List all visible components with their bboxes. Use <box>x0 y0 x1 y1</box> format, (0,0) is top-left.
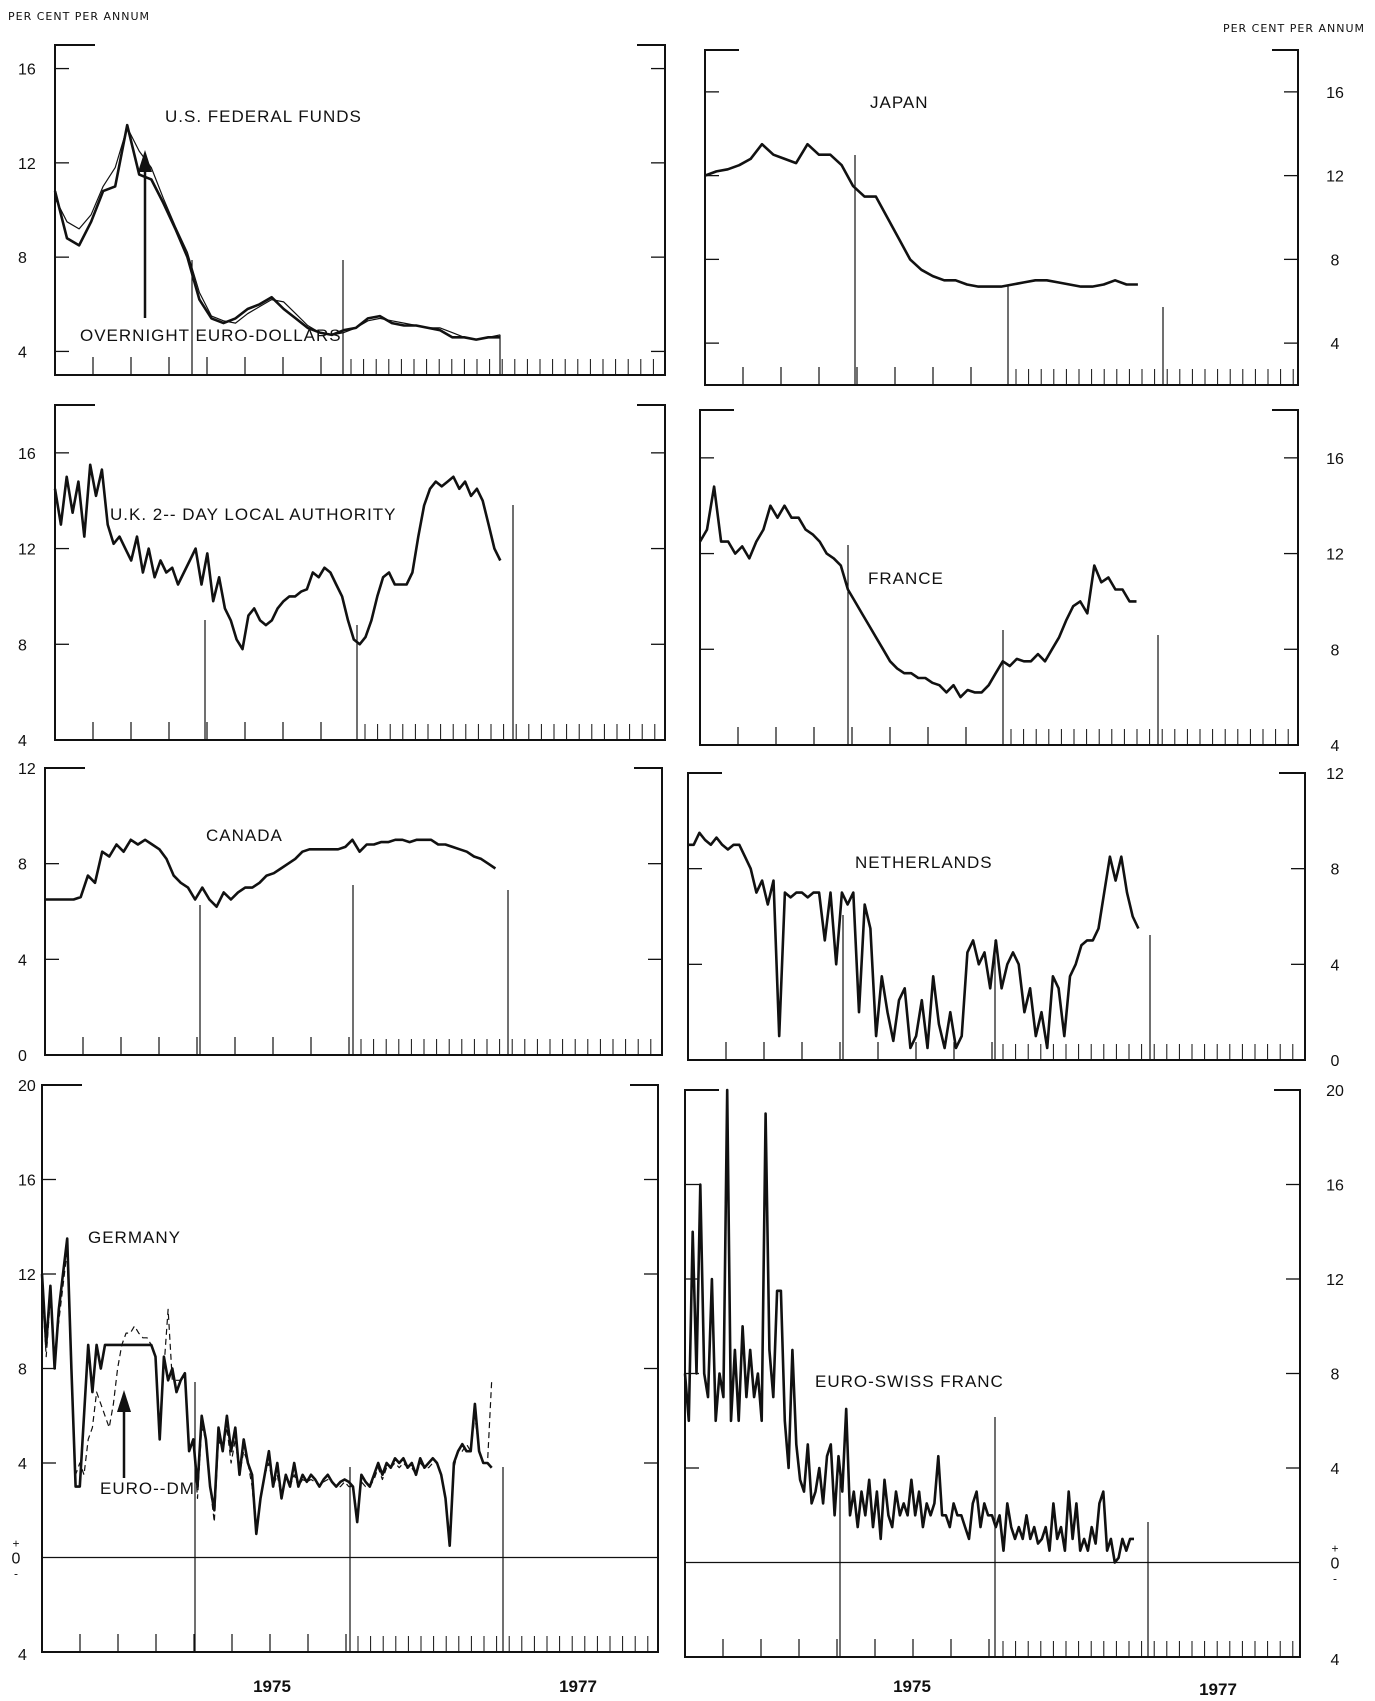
y-tick-label: 4 <box>18 733 27 750</box>
series-annotation: OVERNIGHT EURO-DOLLARS <box>80 326 342 345</box>
y-tick-label: 12 <box>18 1267 36 1284</box>
series-annotation: GERMANY <box>88 1228 181 1247</box>
y-tick-label: 8 <box>18 250 27 267</box>
y-tick-label: 16 <box>1326 451 1344 468</box>
y-tick-label: 4 <box>1331 1461 1340 1478</box>
series-annotation: U.S. FEDERAL FUNDS <box>165 107 362 126</box>
zero-plus-sign: + <box>12 1537 19 1551</box>
year-label-1977-right: 1977 <box>1199 1680 1237 1699</box>
panel-frame <box>54 44 666 376</box>
panel-euro_swiss: 4 8 12 16 20 +0- 4 EURO-SWISS FRANC <box>683 1083 1344 1669</box>
y-tick-label: 8 <box>18 637 27 654</box>
y-tick-label: 0 <box>1331 1053 1340 1070</box>
panel-uk: 4 8 12 16 U.K. 2-- DAY LOCAL AUTHORITY <box>18 404 666 750</box>
series-line-canada-0 <box>45 838 497 909</box>
y-tick-label: 16 <box>18 446 36 463</box>
panel-canada: 0 4 8 12 CANADA <box>18 761 663 1065</box>
panel-germany: 4 8 12 16 20 +0- 4 GERMANY EURO--DM <box>12 1078 659 1664</box>
y-tick-label: 12 <box>18 761 36 778</box>
frame-line <box>704 49 1299 386</box>
year-label-1977-left: 1977 <box>559 1677 597 1696</box>
series-line-uk-0 <box>53 463 502 651</box>
zero-minus-sign: - <box>14 1567 18 1581</box>
year-label-1975-left: 1975 <box>253 1677 291 1696</box>
y-tick-label: 12 <box>18 542 36 559</box>
y-tick-label: 16 <box>18 62 36 79</box>
series-line-us-1 <box>53 123 501 341</box>
y-tick-label: 16 <box>1326 85 1344 102</box>
series-annotation: FRANCE <box>868 569 944 588</box>
unit-label-right: PER CENT PER ANNUM <box>1223 22 1365 35</box>
year-label-1975-right: 1975 <box>893 1677 931 1696</box>
series-line-germany-0 <box>40 1237 493 1547</box>
series-annotation: EURO--DM <box>100 1479 195 1498</box>
arrow-head <box>138 150 152 172</box>
y-tick-label: 4 <box>18 952 27 969</box>
y-tick-label: 12 <box>1326 1272 1344 1289</box>
arrow-head <box>117 1390 131 1412</box>
series-line-netherlands-0 <box>688 831 1140 1050</box>
y-tick-label: 8 <box>1331 1367 1340 1384</box>
unit-label-left: PER CENT PER ANNUM <box>8 10 150 23</box>
y-tick-label: 12 <box>1326 547 1344 564</box>
panel-japan: 4 8 12 16 JAPAN <box>704 49 1344 386</box>
y-tick-label: 20 <box>1326 1083 1344 1100</box>
y-tick-label: 12 <box>1326 169 1344 186</box>
y-tick-label: 4 <box>1331 336 1340 353</box>
zero-minus-sign: - <box>1333 1572 1337 1586</box>
panel-frame <box>699 409 1299 746</box>
y-tick-label: 8 <box>18 857 27 874</box>
series-line-france-0 <box>698 485 1137 699</box>
y-tick-label: 12 <box>1326 766 1344 783</box>
y-tick-label: 4 <box>18 1456 27 1473</box>
series-line-germany-1 <box>41 1249 493 1540</box>
y-tick-label: 12 <box>18 156 36 173</box>
zero-label: 0 <box>1331 1556 1340 1573</box>
y-tick-label: 4 <box>1331 738 1340 755</box>
series-line-japan-0 <box>704 142 1138 288</box>
series-annotation: CANADA <box>206 826 283 845</box>
panel-frame <box>704 49 1299 386</box>
minus-scale-label: 4 <box>1331 1652 1340 1669</box>
series-annotation: JAPAN <box>870 93 929 112</box>
y-tick-label: 4 <box>1331 957 1340 974</box>
y-tick-label: 8 <box>1331 642 1340 659</box>
panel-frame <box>54 404 666 741</box>
series-line-euro_swiss-0 <box>683 1088 1134 1564</box>
frame-line <box>699 409 1299 746</box>
panels-group: 4 8 12 16 U.S. FEDERAL FUNDS OVERNIGHT EURO-D… <box>12 44 1344 1669</box>
y-tick-label: 0 <box>18 1048 27 1065</box>
y-tick-label: 16 <box>18 1173 36 1190</box>
zero-plus-sign: + <box>1331 1542 1338 1556</box>
series-annotation: EURO-SWISS FRANC <box>815 1372 1004 1391</box>
panel-netherlands: 0 4 8 12 NETHERLANDS <box>687 766 1344 1070</box>
panel-france: 4 8 12 16 FRANCE <box>698 409 1344 755</box>
y-tick-label: 8 <box>1331 862 1340 879</box>
y-tick-label: 8 <box>1331 252 1340 269</box>
y-tick-label: 20 <box>18 1078 36 1095</box>
panel-us: 4 8 12 16 U.S. FEDERAL FUNDS OVERNIGHT EURO-D… <box>18 44 666 376</box>
y-tick-label: 8 <box>18 1362 27 1379</box>
frame-line <box>54 44 666 376</box>
y-tick-label: 16 <box>1326 1178 1344 1195</box>
minus-scale-label: 4 <box>18 1647 27 1664</box>
zero-label: 0 <box>12 1551 21 1568</box>
y-tick-label: 4 <box>18 344 27 361</box>
frame-line <box>54 404 666 741</box>
series-annotation: NETHERLANDS <box>855 853 993 872</box>
series-annotation: U.K. 2-- DAY LOCAL AUTHORITY <box>110 505 397 524</box>
